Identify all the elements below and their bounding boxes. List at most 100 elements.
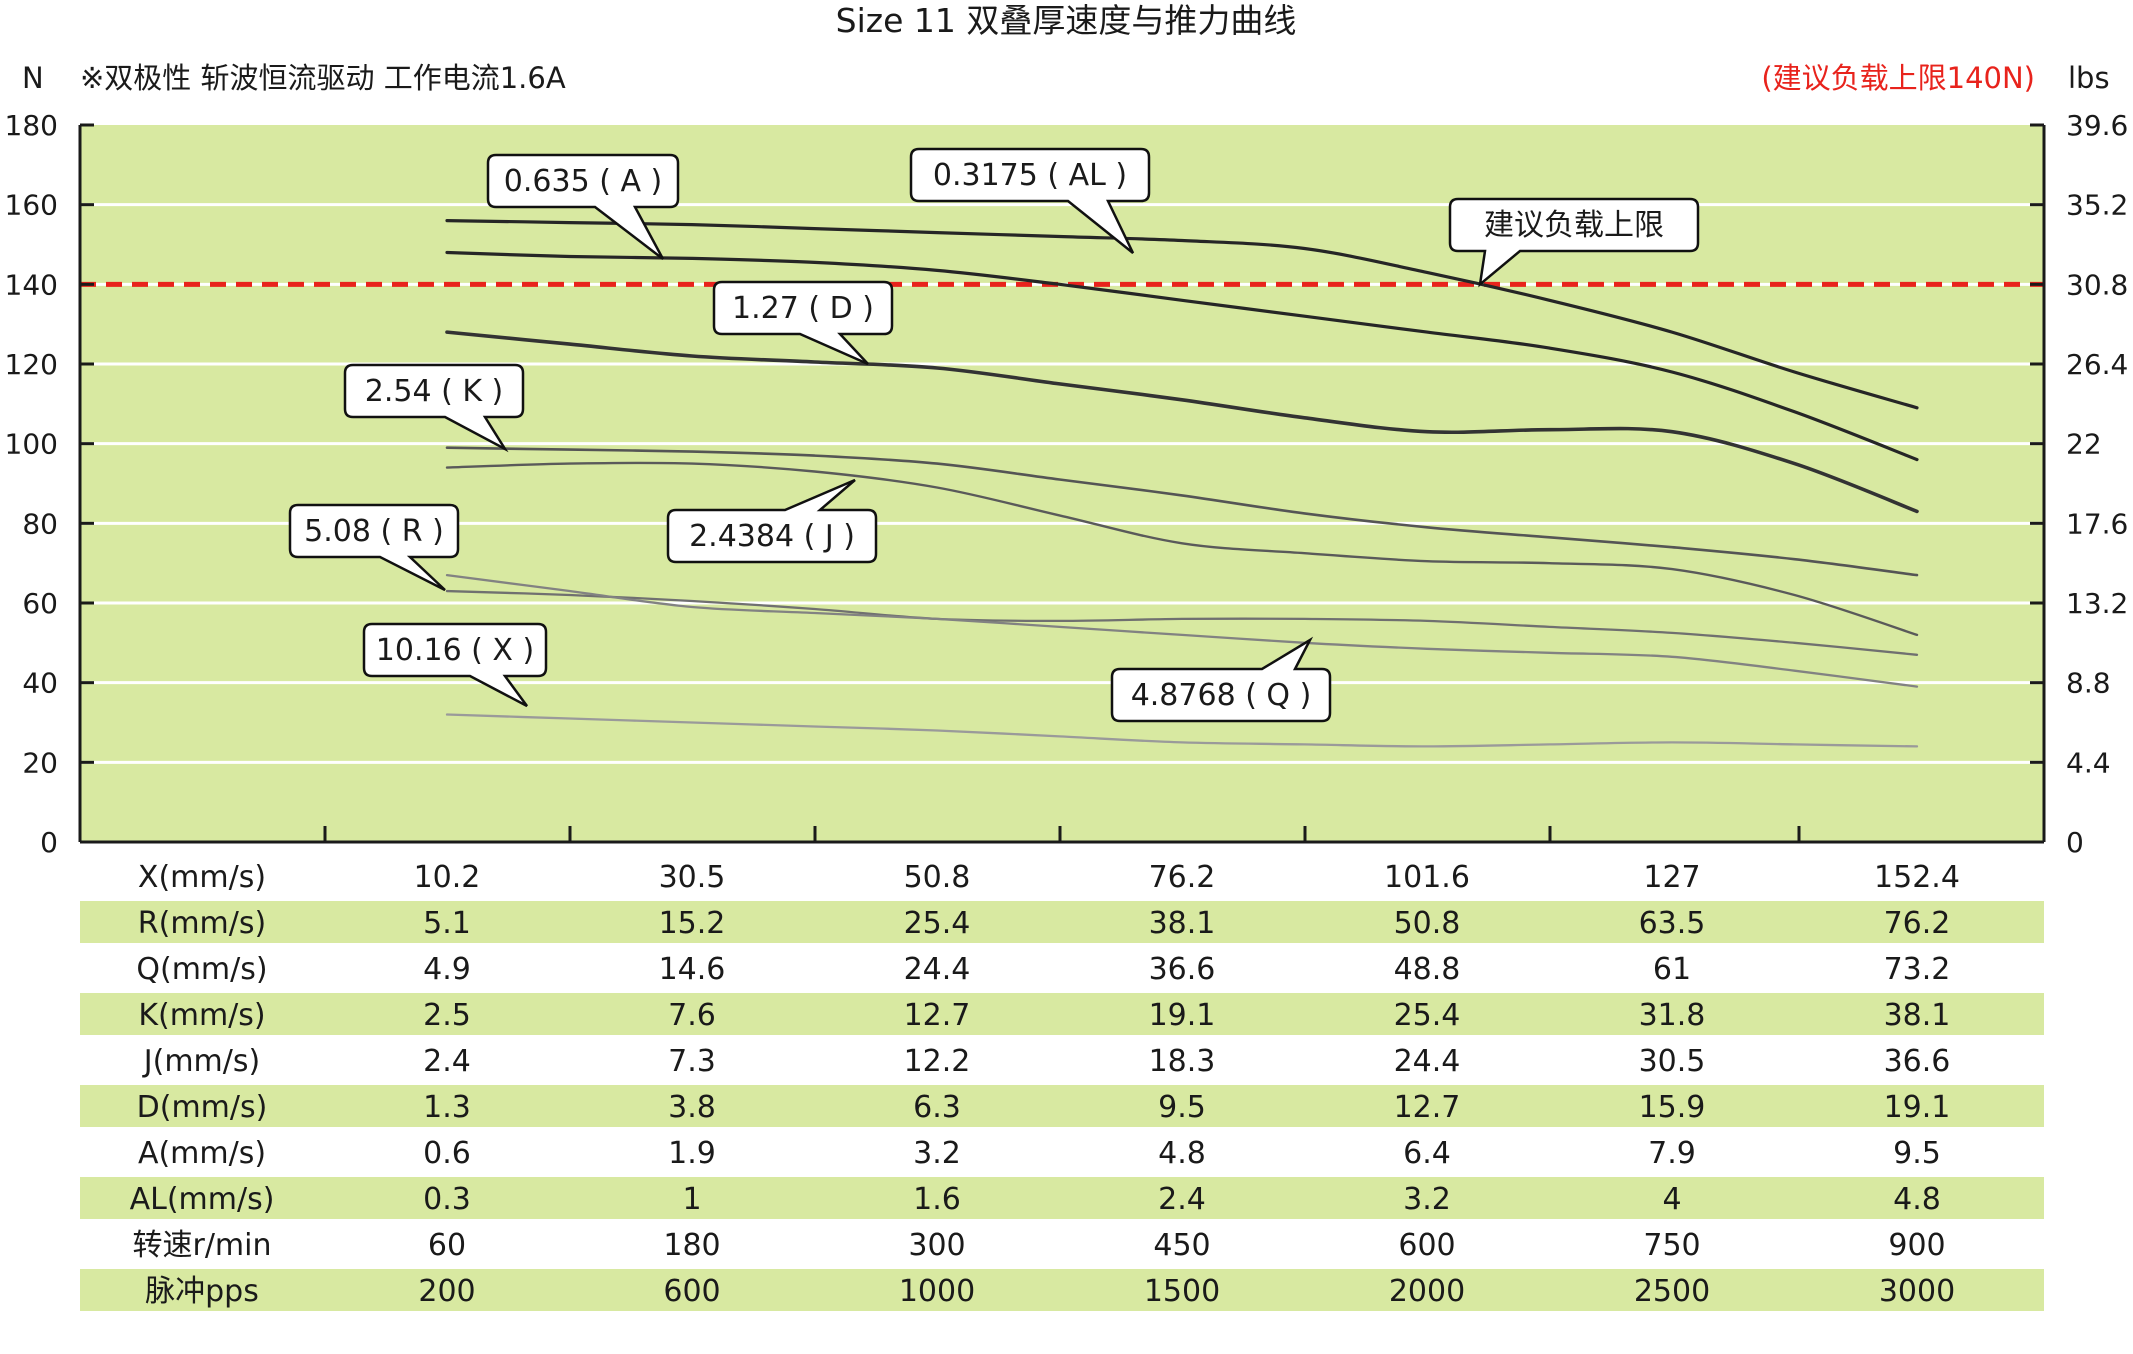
table-cell: 4.8 bbox=[1893, 1182, 1941, 1217]
y-tick-label-right: 4.4 bbox=[2066, 746, 2111, 779]
table-cell: 19.1 bbox=[1884, 1090, 1951, 1125]
callout-label: 5.08 ( R ) bbox=[304, 514, 444, 549]
table-cell: 1000 bbox=[899, 1274, 975, 1309]
y-tick-label-right: 13.2 bbox=[2066, 587, 2128, 620]
callout-box bbox=[712, 280, 894, 366]
callout-label: 4.8768 ( Q ) bbox=[1131, 678, 1312, 713]
callout-k: 2.54 ( K ) bbox=[343, 363, 525, 453]
callout-r: 5.08 ( R ) bbox=[288, 503, 460, 592]
table-cell: 127 bbox=[1643, 860, 1700, 895]
y-tick-label-left: 120 bbox=[5, 348, 58, 381]
table-row-band bbox=[80, 1269, 2044, 1311]
series-line-q bbox=[445, 573, 1919, 688]
callout-box bbox=[909, 147, 1151, 254]
table-cell: 1.9 bbox=[668, 1136, 716, 1171]
table-cell: 600 bbox=[663, 1274, 720, 1309]
table-cell: 24.4 bbox=[1394, 1044, 1461, 1079]
table-cell: 61 bbox=[1653, 952, 1691, 987]
callout-recommended-limit: 建议负载上限 bbox=[1448, 197, 1700, 288]
y-tick-label-left: 180 bbox=[5, 109, 58, 142]
series-line-k bbox=[445, 446, 1919, 577]
table-cell: 600 bbox=[1398, 1228, 1455, 1263]
table-cell: 38.1 bbox=[1884, 998, 1951, 1033]
callout-box bbox=[1448, 197, 1700, 288]
callout-al: 0.3175 ( AL ) bbox=[909, 147, 1151, 254]
callout-box bbox=[343, 363, 525, 453]
table-cell: 3.8 bbox=[668, 1090, 716, 1125]
y-tick-label-left: 160 bbox=[5, 189, 58, 222]
callout-box bbox=[666, 478, 878, 564]
table-cell: 7.9 bbox=[1648, 1136, 1696, 1171]
y-tick-label-right: 39.6 bbox=[2066, 109, 2128, 142]
table-cell: 0.6 bbox=[423, 1136, 471, 1171]
table-cell: 15.2 bbox=[659, 906, 726, 941]
table-row: 脉冲pps 200 600 1000 1500 2000 2500 3000 bbox=[80, 1269, 2044, 1311]
callout-q: 4.8768 ( Q ) bbox=[1110, 636, 1332, 723]
table-cell: 19.1 bbox=[1149, 998, 1216, 1033]
table-cell: 18.3 bbox=[1149, 1044, 1216, 1079]
table-cell: 50.8 bbox=[904, 860, 971, 895]
callout-label: 10.16 ( X ) bbox=[376, 633, 534, 668]
y-tick-label-right: 22 bbox=[2066, 428, 2102, 461]
y-axis-unit-left: N bbox=[22, 61, 44, 95]
table-cell: 9.5 bbox=[1893, 1136, 1941, 1171]
table-cell: 152.4 bbox=[1874, 860, 1960, 895]
callout-box bbox=[288, 503, 460, 592]
table-row: X(mm/s) 10.2 30.5 50.8 76.2 101.6 127 152.4 bbox=[138, 860, 1960, 895]
table-cell: 25.4 bbox=[1394, 998, 1461, 1033]
table-row-label: J(mm/s) bbox=[142, 1044, 260, 1079]
callout-label: 建议负载上限 bbox=[1484, 208, 1664, 243]
table-cell: 24.4 bbox=[904, 952, 971, 987]
y-tick-label-right: 0 bbox=[2066, 826, 2084, 859]
table-row-label: 脉冲pps bbox=[145, 1274, 259, 1309]
table-cell: 30.5 bbox=[1639, 1044, 1706, 1079]
table-cell: 2.4 bbox=[1158, 1182, 1206, 1217]
callout-label: 2.4384 ( J ) bbox=[689, 519, 855, 554]
table-cell: 76.2 bbox=[1884, 906, 1951, 941]
y-tick-label-right: 8.8 bbox=[2066, 667, 2111, 700]
table-cell: 101.6 bbox=[1384, 860, 1470, 895]
y-axis-unit-right: lbs bbox=[2068, 61, 2110, 95]
callout-box bbox=[1110, 636, 1332, 723]
table-cell: 48.8 bbox=[1394, 952, 1461, 987]
table-cell: 5.1 bbox=[423, 906, 471, 941]
table-row-label: R(mm/s) bbox=[138, 906, 266, 941]
callout-label: 2.54 ( K ) bbox=[365, 374, 504, 409]
table-cell: 2.5 bbox=[423, 998, 471, 1033]
table-cell: 900 bbox=[1888, 1228, 1945, 1263]
table-cell: 750 bbox=[1643, 1228, 1700, 1263]
table-cell: 36.6 bbox=[1149, 952, 1216, 987]
table-cell: 4.8 bbox=[1158, 1136, 1206, 1171]
callout-label: 0.3175 ( AL ) bbox=[933, 158, 1127, 193]
table-cell: 300 bbox=[908, 1228, 965, 1263]
table-row: R(mm/s) 5.1 15.2 25.4 38.1 50.8 63.5 76.2 bbox=[80, 901, 2044, 943]
series-line-a bbox=[445, 250, 1919, 462]
axes: 0 0 20 4.4 40 8.8 60 13.2 80 17.6 100 22 120 26.4 140 3… bbox=[5, 109, 2129, 859]
table-cell: 180 bbox=[663, 1228, 720, 1263]
table-cell: 14.6 bbox=[659, 952, 726, 987]
callouts: 0.3175 ( AL ) 0.635 ( A ) 1.27 ( D ) 2.54 (… bbox=[288, 147, 1700, 723]
chart-title: Size 11 双叠厚速度与推力曲线 bbox=[836, 1, 1297, 40]
table-row: K(mm/s) 2.5 7.6 12.7 19.1 25.4 31.8 38.1 bbox=[80, 993, 2044, 1035]
y-tick-label-right: 26.4 bbox=[2066, 348, 2128, 381]
y-tick-label-right: 17.6 bbox=[2066, 507, 2128, 540]
callout-j: 2.4384 ( J ) bbox=[666, 478, 878, 564]
y-tick-label-left: 60 bbox=[22, 587, 58, 620]
series-layer bbox=[445, 219, 1919, 748]
series-line-r bbox=[445, 589, 1919, 656]
series-line-al bbox=[445, 219, 1919, 410]
table-cell: 60 bbox=[428, 1228, 466, 1263]
y-tick-label-left: 0 bbox=[40, 826, 58, 859]
callout-box bbox=[486, 153, 680, 260]
table-cell: 12.7 bbox=[904, 998, 971, 1033]
table-cell: 10.2 bbox=[414, 860, 481, 895]
table-row-label: 转速r/min bbox=[132, 1228, 271, 1263]
series-line-j bbox=[445, 461, 1919, 637]
table-row-label: D(mm/s) bbox=[137, 1090, 268, 1125]
series-line-x bbox=[445, 713, 1919, 748]
table-cell: 15.9 bbox=[1639, 1090, 1706, 1125]
table-row-band bbox=[80, 993, 2044, 1035]
table-row: AL(mm/s) 0.3 1 1.6 2.4 3.2 4 4.8 bbox=[80, 1177, 2044, 1219]
callout-box bbox=[362, 622, 548, 708]
